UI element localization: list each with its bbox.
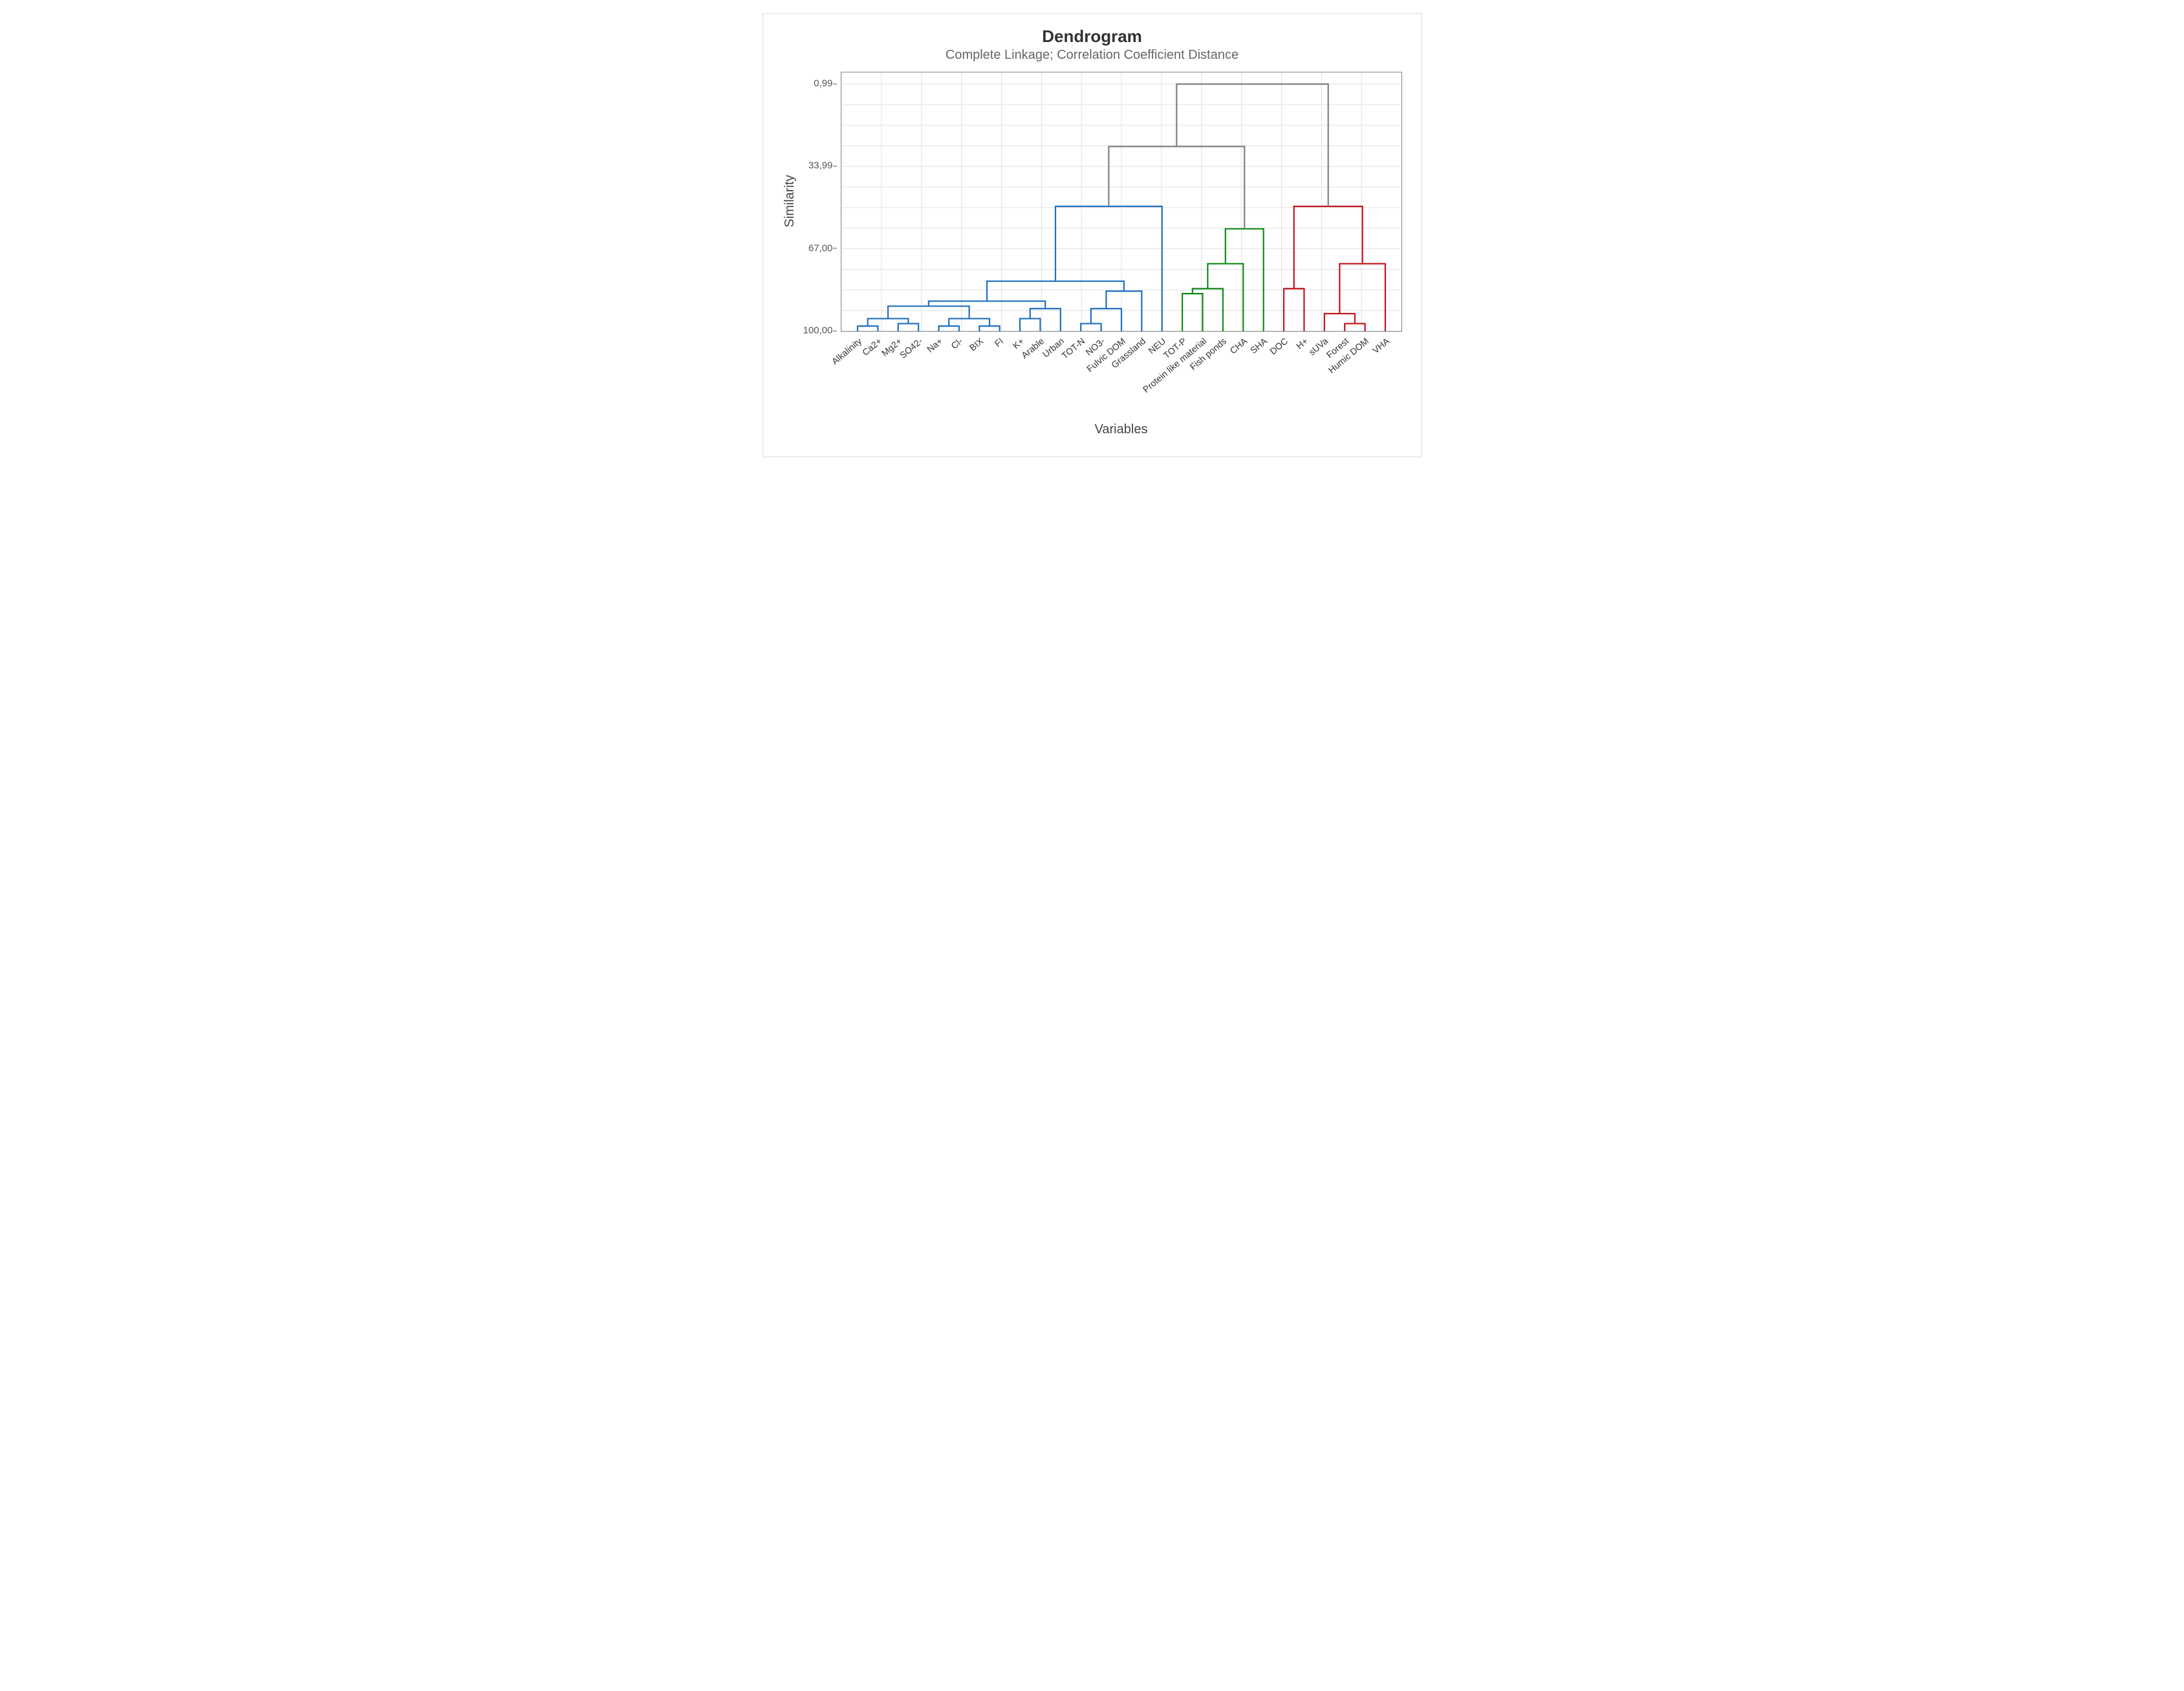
chart-frame: Dendrogram Complete Linkage; Correlation… [762, 13, 1422, 457]
x-variable-label: Arable [1019, 336, 1046, 360]
x-variable-label: BIX [968, 336, 986, 353]
y-tick-label: 67,00 [783, 242, 833, 253]
x-variable-label: TOT-N [1059, 336, 1087, 361]
x-variable-label: SO42- [898, 336, 924, 360]
x-variable-label: Cl- [949, 336, 965, 351]
y-ticks: 0,9933,9967,00100,00 [783, 72, 833, 330]
x-variable-label: CHA [1227, 336, 1249, 356]
plot-wrap: Similarity 0,9933,9967,00100,00 Alkalini… [783, 72, 1402, 437]
x-variable-label: SHA [1248, 336, 1269, 356]
y-tick-label: 33,99 [783, 160, 833, 171]
dendrogram-svg [841, 72, 1401, 331]
plot-area [841, 72, 1402, 332]
x-variable-label: Na+ [925, 336, 944, 354]
y-tick-label: 0,99 [783, 78, 833, 89]
x-variable-label: Ca2+ [860, 336, 883, 358]
x-axis-label: Variables [841, 422, 1402, 437]
x-variable-label: Alkalinity [829, 336, 863, 367]
x-variable-label: VHA [1370, 336, 1390, 356]
chart-subtitle: Complete Linkage; Correlation Coefficien… [783, 48, 1402, 63]
x-variable-label: DOC [1268, 336, 1290, 356]
y-tick-label: 100,00 [783, 325, 833, 336]
chart-title: Dendrogram [783, 27, 1402, 47]
x-variable-label: FI [993, 336, 1006, 349]
